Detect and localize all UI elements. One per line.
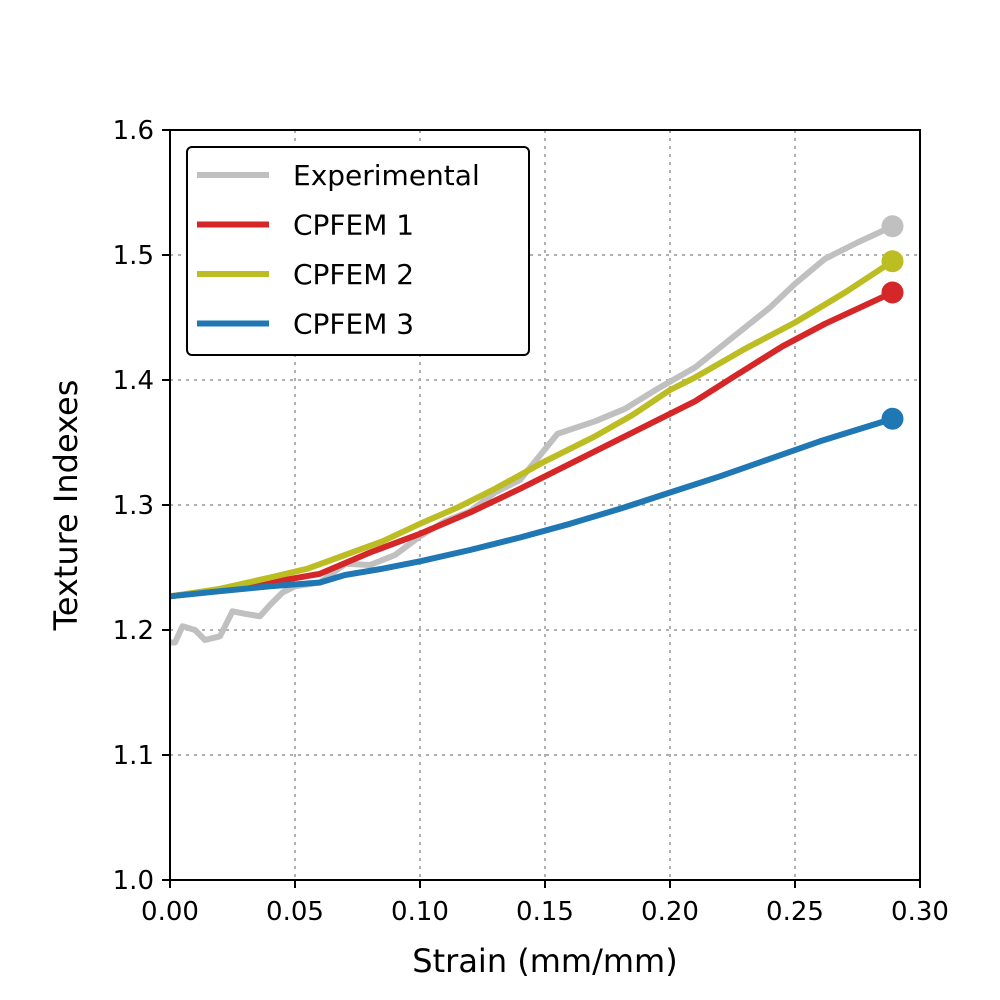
series-line bbox=[169, 415, 894, 600]
x-axis-label: Strain (mm/mm) bbox=[412, 942, 677, 980]
grid bbox=[170, 130, 920, 880]
y-tick-label: 1.1 bbox=[113, 741, 154, 771]
x-tick-label: 0.00 bbox=[141, 897, 199, 927]
series-line bbox=[169, 289, 894, 600]
x-tick-label: 0.10 bbox=[391, 897, 449, 927]
legend-entry: CPFEM 2 bbox=[197, 258, 414, 291]
legend-label: Experimental bbox=[293, 159, 480, 192]
legend-box bbox=[186, 146, 530, 356]
series-layer bbox=[169, 215, 904, 646]
y-axis-label: Texture Indexes bbox=[47, 380, 85, 632]
x-tick-label: 0.20 bbox=[641, 897, 699, 927]
series-end-marker bbox=[881, 215, 904, 238]
series-line bbox=[169, 258, 895, 600]
legend-label: CPFEM 2 bbox=[293, 258, 414, 291]
series-1 bbox=[169, 281, 904, 600]
series-end-marker bbox=[881, 250, 904, 273]
legend-entry: Experimental bbox=[197, 159, 480, 192]
series-0 bbox=[170, 215, 904, 646]
y-tick-label: 1.4 bbox=[113, 366, 154, 396]
y-tick-label: 1.0 bbox=[113, 866, 154, 896]
legend-entries: Experimental CPFEM 1 CPFEM 2 CPFEM 3 bbox=[197, 159, 480, 341]
series-end-marker bbox=[881, 281, 904, 304]
x-tick-label: 0.05 bbox=[266, 897, 324, 927]
legend-entry: CPFEM 1 bbox=[197, 209, 414, 242]
y-tick-label: 1.3 bbox=[113, 491, 154, 521]
x-tick-label: 0.25 bbox=[766, 897, 824, 927]
legend-label: CPFEM 3 bbox=[293, 308, 414, 341]
legend-entry: CPFEM 3 bbox=[197, 308, 414, 341]
x-tick-label: 0.30 bbox=[891, 897, 949, 927]
y-tick-label: 1.6 bbox=[113, 116, 154, 146]
series-line bbox=[170, 223, 894, 646]
axis-ticks: 0.00 0.05 0.10 0.15 0.20 0.25 0.30 1.0 1.1 1.2 1.3… bbox=[113, 116, 949, 927]
legend: Experimental CPFEM 1 CPFEM 2 CPFEM 3 bbox=[186, 146, 530, 356]
series-end-marker bbox=[881, 407, 904, 430]
y-tick-label: 1.5 bbox=[113, 241, 154, 271]
y-tick-label: 1.2 bbox=[113, 616, 154, 646]
series-3 bbox=[169, 407, 904, 600]
x-tick-label: 0.15 bbox=[516, 897, 574, 927]
legend-label: CPFEM 1 bbox=[293, 209, 414, 242]
series-2 bbox=[169, 250, 904, 600]
